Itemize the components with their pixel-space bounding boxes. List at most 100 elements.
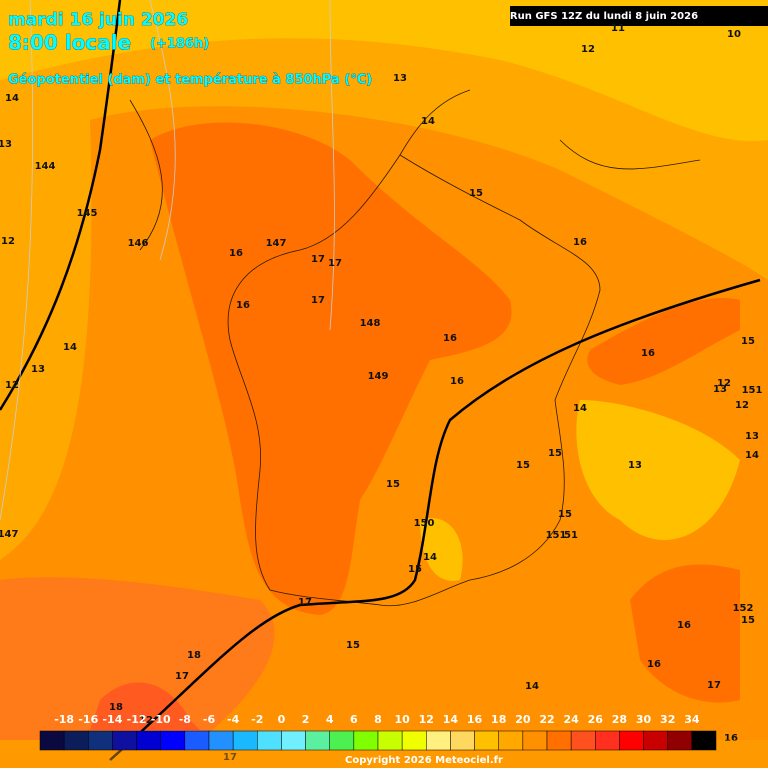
colorbar-cell	[643, 730, 668, 751]
temperature-area	[576, 400, 740, 540]
colorbar-cell	[619, 730, 644, 751]
colorbar-cell	[595, 730, 620, 751]
contour-label: 17	[707, 680, 721, 691]
contour-label: 16	[677, 620, 691, 631]
colorbar-label: 4	[326, 713, 334, 726]
temperature-area	[587, 298, 740, 385]
colorbar-cell	[401, 730, 427, 751]
copyright: Copyright 2026 Meteociel.fr	[345, 755, 503, 766]
contour-label: 16	[236, 300, 250, 311]
colorbar-label: -8	[179, 713, 191, 726]
colorbar-cell	[281, 730, 306, 751]
colorbar-cell	[546, 730, 572, 751]
contour-label: 14	[573, 403, 587, 414]
contour-label: 13	[0, 139, 12, 150]
contour-label: 17	[298, 597, 312, 608]
contour-label: 10	[727, 29, 741, 40]
colorbar-cell	[570, 730, 596, 751]
contour-label: 12	[735, 400, 749, 411]
contour-label: 14	[423, 552, 437, 563]
contour-label: 148	[360, 318, 381, 329]
borders	[129, 89, 701, 607]
contour-label: 12	[1, 236, 15, 247]
colorbar-label: 22	[539, 713, 554, 726]
colorbar-label: 18	[491, 713, 506, 726]
colorbar-label: 10	[394, 713, 410, 726]
forecast-date: mardi 16 juin 2026	[8, 10, 188, 30]
isotherm	[0, 0, 335, 521]
contour-label: 15	[741, 615, 755, 626]
contour-label: 17	[311, 254, 325, 265]
contour-label: 11	[611, 23, 625, 34]
colorbar-cell	[474, 730, 499, 751]
run-label: Run GFS 12Z du lundi 8 juin 2026	[510, 11, 698, 22]
contour-label: 18	[187, 650, 201, 661]
colorbar-label: -4	[227, 713, 240, 726]
contour-label: 16	[641, 348, 655, 359]
contour-label: 145	[77, 208, 98, 219]
contour-label: 13	[393, 73, 407, 84]
forecast-time: 8:00 locale	[8, 31, 131, 55]
contour-label: 12	[5, 380, 19, 391]
contour-label: 16	[450, 376, 464, 387]
colorbar-cell	[63, 730, 89, 751]
contour-label: 13	[713, 384, 727, 395]
temperature-area	[150, 122, 512, 615]
contour-label: 17	[223, 752, 237, 763]
colorbar-cell	[691, 730, 717, 751]
colorbar-label: 34	[684, 713, 700, 726]
colorbar-label: -12	[127, 713, 147, 726]
colorbar-cell	[160, 730, 186, 751]
contour-label: 16	[443, 333, 457, 344]
colorbar-label: 2	[302, 713, 310, 726]
contour-label: 146	[128, 238, 149, 249]
colorbar-label: -18	[54, 713, 74, 726]
contour-label: 150	[414, 518, 435, 529]
contour-label: 15	[386, 479, 400, 490]
contour-label: 14	[525, 681, 539, 692]
forecast-lead: (+186h)	[150, 37, 209, 52]
colorbar-cell	[305, 730, 330, 751]
colorbar-cell	[667, 730, 693, 751]
contour-label: 144	[35, 161, 56, 172]
colorbar-label: -14	[102, 713, 122, 726]
colorbar-label: 24	[563, 713, 579, 726]
contour-label: 13	[31, 364, 45, 375]
colorbar-label: -2	[251, 713, 263, 726]
contour-label: 15	[408, 564, 422, 575]
temperature-area	[0, 577, 275, 740]
contour-label: 17	[311, 295, 325, 306]
colorbar-cell	[498, 730, 524, 751]
colorbar-label: -10	[151, 713, 171, 726]
contour-label: 14	[5, 93, 19, 104]
colorbar-cell	[112, 730, 137, 751]
colorbar-cell	[450, 730, 475, 751]
contour-label: 147	[0, 529, 18, 540]
colorbar-cell	[522, 730, 548, 751]
contour-label: 17	[175, 671, 189, 682]
contour-label: 12	[717, 378, 731, 389]
colorbar-cell	[377, 730, 403, 751]
colorbar-label: 16	[467, 713, 483, 726]
temperature-area	[90, 682, 200, 730]
contour-label: 16	[573, 237, 587, 248]
contour-label: 13	[745, 431, 759, 442]
colorbar-label: 14	[443, 713, 459, 726]
contour-label: 13	[628, 460, 642, 471]
contour-label: 12	[139, 715, 153, 726]
contour-label: 17	[328, 258, 342, 269]
colorbar-label: 20	[515, 713, 531, 726]
contour-label: 16	[647, 659, 661, 670]
contour-label: 15	[469, 188, 483, 199]
temperature-area	[420, 518, 463, 581]
colorbar-cell	[88, 730, 113, 751]
colorbar-cell	[208, 730, 234, 751]
colorbar-cell	[39, 730, 65, 751]
contour-label: 152	[733, 603, 754, 614]
colorbar-label: -16	[78, 713, 98, 726]
contour-label: 151	[546, 530, 567, 541]
contour-label: 15	[548, 448, 562, 459]
isohypse	[0, 0, 761, 761]
contour-label: 14	[745, 450, 759, 461]
